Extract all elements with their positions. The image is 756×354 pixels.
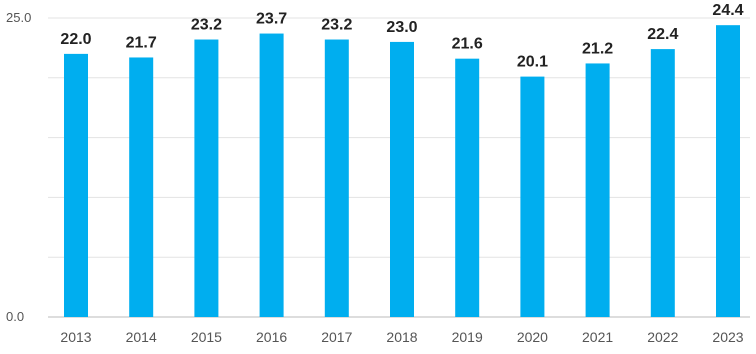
bar-2018	[390, 41, 414, 318]
x-tick-label-2014: 2014	[126, 329, 157, 345]
x-tick-label-2022: 2022	[647, 329, 678, 345]
bar-2021	[585, 63, 610, 318]
bar-2022	[650, 49, 675, 317]
data-label-2014: 21.7	[126, 34, 157, 51]
data-label-2015: 23.2	[191, 17, 222, 34]
data-label-2019: 21.6	[452, 36, 483, 53]
bar-2016	[259, 33, 284, 317]
x-axis-ticks: 2013 2014 2015 2016 2017 2018 2019 2020 2021 2022…	[60, 329, 743, 345]
bar-2014	[129, 57, 154, 318]
y-tick-label: 25.0	[6, 10, 31, 25]
x-tick-label-2017: 2017	[321, 329, 352, 345]
data-label-2022: 22.4	[647, 26, 678, 43]
x-tick-label-2021: 2021	[582, 329, 613, 345]
x-tick-label-2019: 2019	[452, 329, 483, 345]
data-label-2013: 22.0	[60, 31, 91, 48]
data-label-2018: 23.0	[386, 19, 417, 36]
x-tick-label-2018: 2018	[386, 329, 417, 345]
data-label-2017: 23.2	[321, 17, 352, 34]
x-tick-label-2013: 2013	[60, 329, 91, 345]
bar-2020	[520, 76, 545, 317]
data-label-2016: 23.7	[256, 11, 287, 28]
data-label-2020: 20.1	[517, 54, 548, 71]
x-tick-label-2016: 2016	[256, 329, 287, 345]
y-tick-label: 0.0	[6, 309, 24, 324]
bar-2017	[324, 39, 349, 317]
x-tick-label-2023: 2023	[712, 329, 743, 345]
bars	[64, 25, 740, 318]
bar-2013	[64, 53, 88, 317]
y-axis-ticks: 0.0 25.0	[6, 10, 31, 324]
bar-2015	[194, 39, 219, 317]
data-labels: 22.0 21.7 23.2 23.7 23.2 23.0 21.6 20.1 21.2 22.4…	[60, 2, 743, 70]
data-label-2021: 21.2	[582, 40, 613, 57]
data-label-2023: 24.4	[712, 2, 743, 19]
x-tick-label-2020: 2020	[517, 329, 548, 345]
bar-2019	[455, 58, 480, 317]
bar-2023	[716, 25, 740, 318]
x-tick-label-2015: 2015	[191, 329, 222, 345]
